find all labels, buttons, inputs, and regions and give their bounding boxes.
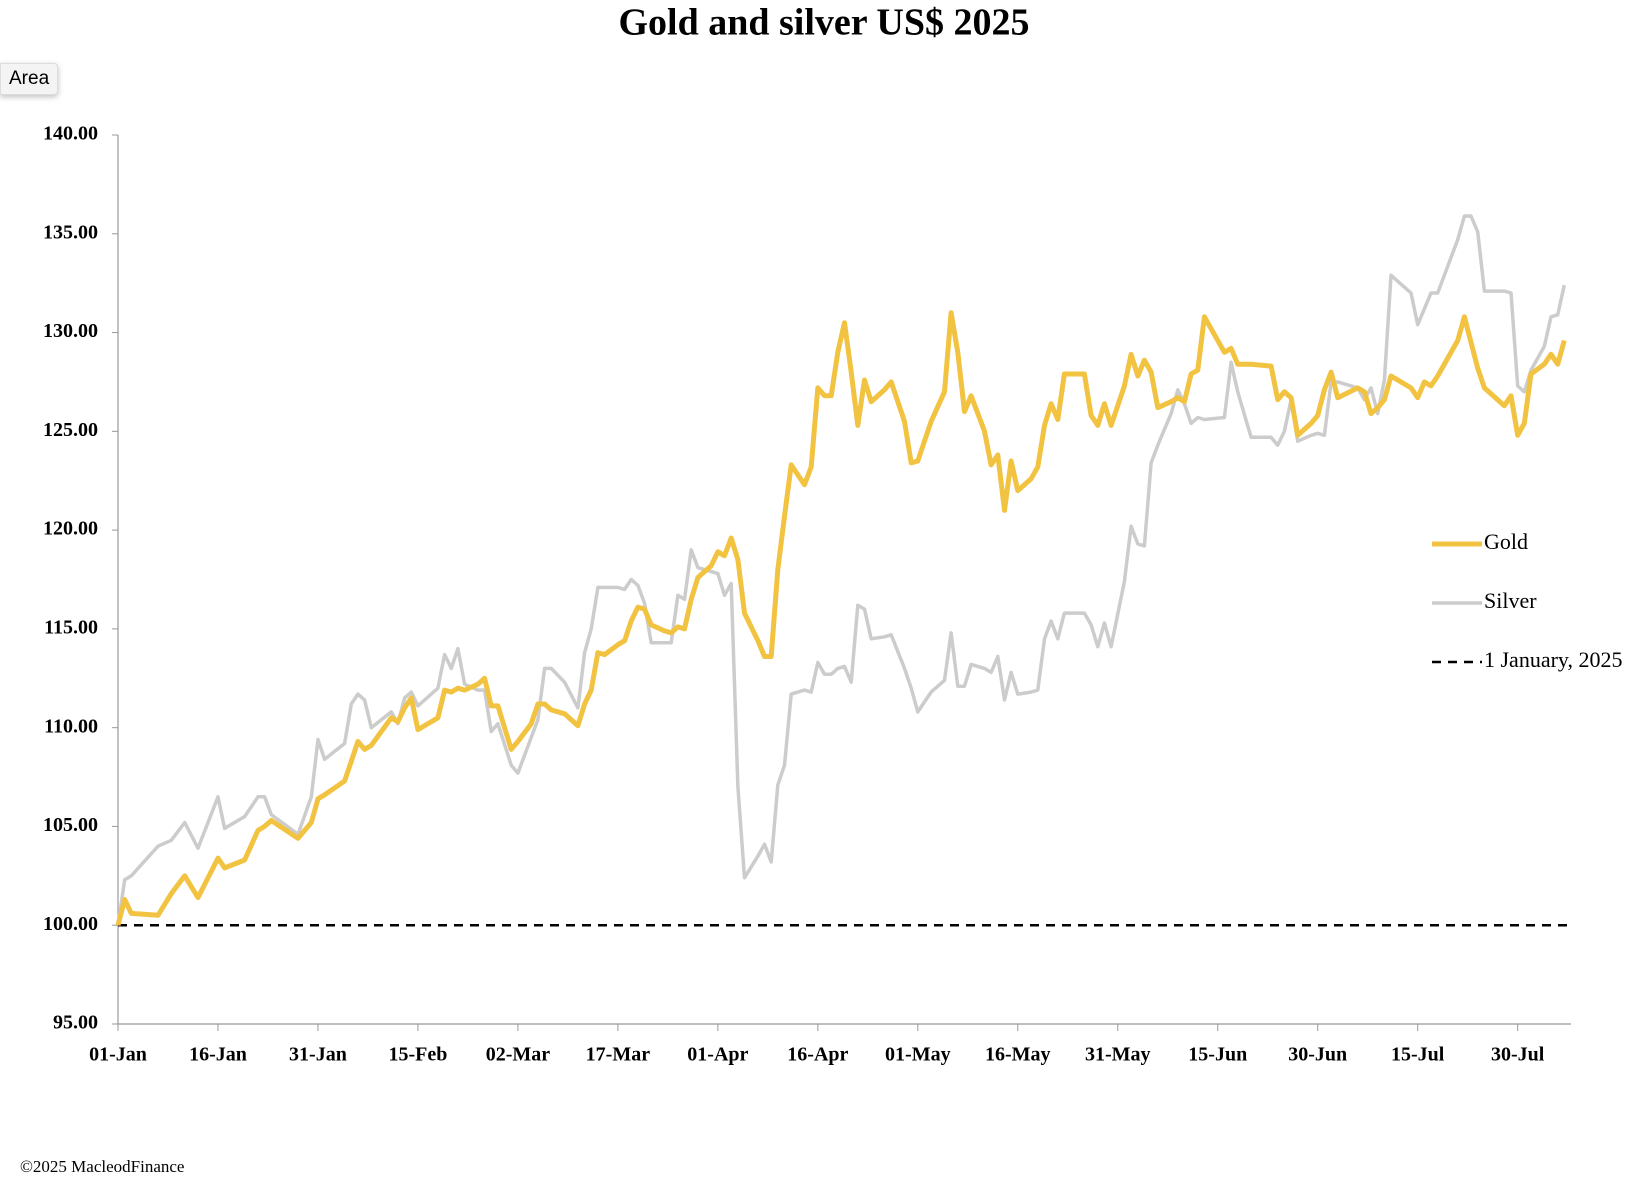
y-tick-label: 125.00 — [43, 419, 98, 441]
x-tick-label: 15-Feb — [388, 1044, 447, 1066]
x-tick-label: 16-May — [985, 1044, 1051, 1066]
x-tick-label: 01-May — [885, 1044, 951, 1066]
series-line — [116, 214, 1567, 926]
x-tick-label: 15-Jul — [1391, 1044, 1445, 1066]
y-tick-label: 135.00 — [43, 221, 98, 243]
legend-label: 1 January, 2025 — [1484, 647, 1623, 672]
area-button[interactable]: Area — [0, 63, 59, 95]
x-tick-label: 02-Mar — [486, 1044, 551, 1066]
x-tick-label: 16-Jan — [189, 1044, 247, 1066]
y-tick-label: 110.00 — [44, 715, 98, 737]
x-tick-label: 17-Mar — [586, 1044, 651, 1066]
y-tick-label: 140.00 — [43, 123, 98, 145]
y-tick-label: 105.00 — [43, 814, 98, 836]
series-line — [115, 310, 1567, 926]
y-tick-label: 120.00 — [43, 518, 98, 540]
y-tick-label: 100.00 — [43, 913, 98, 935]
legend-label: Gold — [1484, 529, 1528, 554]
y-tick-label: 130.00 — [43, 320, 98, 342]
x-tick-label: 16-Apr — [787, 1044, 848, 1066]
x-tick-label: 30-Jul — [1491, 1044, 1545, 1066]
y-tick-label: 115.00 — [44, 616, 98, 638]
source-note: ©2025 MacleodFinance — [20, 1157, 184, 1176]
chart-title: Gold and silver US$ 2025 — [618, 2, 1029, 44]
x-tick-label: 30-Jun — [1288, 1044, 1347, 1066]
legend-label: Silver — [1484, 588, 1537, 613]
x-tick-label: 01-Jan — [89, 1044, 147, 1066]
x-tick-label: 31-May — [1085, 1044, 1151, 1066]
x-tick-label: 31-Jan — [289, 1044, 347, 1066]
y-tick-label: 95.00 — [53, 1012, 98, 1034]
x-tick-label: 15-Jun — [1188, 1044, 1247, 1066]
x-tick-label: 01-Apr — [687, 1044, 748, 1066]
